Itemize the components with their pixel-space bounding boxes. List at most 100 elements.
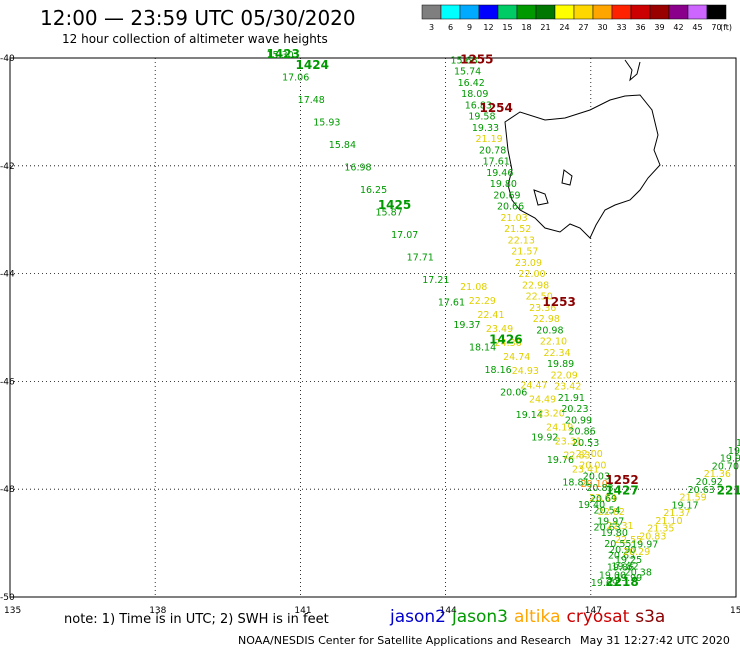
legend-label: 12 bbox=[483, 23, 493, 32]
x-tick-label: 147 bbox=[585, 606, 602, 616]
swh-value: 17.06 bbox=[282, 72, 309, 83]
swh-value: 17.07 bbox=[391, 230, 418, 241]
footer-credit: NOAA/NESDIS Center for Satellite Applica… bbox=[238, 634, 572, 647]
swh-value: 19.37 bbox=[453, 320, 480, 331]
swh-value: 17.48 bbox=[298, 95, 325, 106]
swh-value: 19.17 bbox=[671, 500, 698, 511]
swh-value: 23.64 bbox=[589, 493, 616, 504]
swh-value: 19.99 bbox=[615, 573, 642, 584]
swh-value: 22.09 bbox=[551, 370, 578, 381]
legend-label: 9 bbox=[467, 23, 472, 32]
swh-value: 17.61 bbox=[438, 297, 465, 308]
swh-value: 22.98 bbox=[533, 314, 560, 325]
swh-value: 24.93 bbox=[512, 366, 539, 377]
swh-value: 21.91 bbox=[558, 393, 585, 404]
x-tick-label: 144 bbox=[440, 606, 457, 616]
swh-value: 20.38 bbox=[625, 567, 652, 578]
legend-swatch bbox=[687, 4, 708, 20]
swh-value: 21.03 bbox=[501, 213, 528, 224]
swh-value: 20.03 bbox=[583, 472, 610, 483]
legend-swatch bbox=[668, 4, 689, 20]
x-tick-label: 141 bbox=[294, 606, 311, 616]
swh-value: 22.31 bbox=[606, 521, 633, 532]
swh-value: 20.06 bbox=[500, 387, 527, 398]
sat-jason3: jason3 bbox=[452, 607, 508, 627]
sat-altika: altika bbox=[514, 607, 561, 627]
legend-swatch bbox=[478, 4, 499, 20]
swh-value: 19.58 bbox=[468, 112, 495, 123]
lake-outline bbox=[561, 169, 573, 186]
swh-value: 21.57 bbox=[511, 247, 538, 258]
swh-value: 19.86 bbox=[607, 563, 634, 574]
swh-value: 22.82 bbox=[598, 507, 625, 518]
swh-value: 19.33 bbox=[472, 123, 499, 134]
swh-value: 17.21 bbox=[422, 275, 449, 286]
swh-value: 16.25 bbox=[360, 185, 387, 196]
swh-value: 22.10 bbox=[540, 337, 567, 348]
legend-label: 27 bbox=[578, 23, 588, 32]
swh-value: 19.80 bbox=[490, 179, 517, 190]
swh-value: 23.09 bbox=[515, 258, 542, 269]
swh-value: 20.53 bbox=[572, 438, 599, 449]
swh-value: 20.54 bbox=[594, 505, 621, 516]
legend-label: 15 bbox=[502, 23, 512, 32]
y-tick-label: -48 bbox=[0, 485, 15, 495]
map-frame bbox=[9, 57, 737, 598]
legend-swatch bbox=[573, 4, 594, 20]
lake-outline bbox=[533, 189, 549, 206]
legend-label: 21 bbox=[540, 23, 550, 32]
swh-value: 23.31 bbox=[555, 437, 582, 448]
swh-value: 20.63 bbox=[608, 550, 635, 561]
swh-value: 22.00 bbox=[518, 269, 545, 280]
pass-label: 1423 bbox=[267, 47, 300, 61]
swh-value: 20.98 bbox=[536, 325, 563, 336]
flinders-island-outline bbox=[624, 59, 641, 82]
satellite-legend: jason2 jason3 altika cryosat s3a bbox=[390, 607, 671, 627]
swh-value: 22.00 bbox=[576, 449, 603, 460]
legend-swatch bbox=[554, 4, 575, 20]
swh-value: 16.98 bbox=[344, 162, 371, 173]
swh-value: 24.47 bbox=[520, 380, 547, 391]
x-tick-label: 135 bbox=[4, 606, 21, 616]
swh-value: 29.10 bbox=[581, 479, 608, 490]
legend-label: 45 bbox=[692, 23, 702, 32]
swh-value: 19.82 bbox=[611, 562, 638, 573]
swh-value: 19.46 bbox=[486, 168, 513, 179]
swh-value: 19.92 bbox=[531, 432, 558, 443]
swh-value: 24.19 bbox=[546, 423, 573, 434]
pass-label: 2218 bbox=[605, 575, 638, 589]
swh-value: 19.76 bbox=[547, 455, 574, 466]
swh-value: 19.90 bbox=[720, 454, 740, 465]
sat-s3a: s3a bbox=[635, 607, 666, 627]
swh-value: 24.74 bbox=[503, 352, 530, 363]
swh-value: 20.23 bbox=[561, 404, 588, 415]
swh-value: 16.83 bbox=[465, 100, 492, 111]
legend-label: 33 bbox=[616, 23, 626, 32]
swh-value: 19.69 bbox=[591, 578, 618, 589]
y-tick-label: -42 bbox=[0, 162, 15, 172]
swh-value: 24.49 bbox=[529, 394, 556, 405]
swh-value: 15.84 bbox=[329, 140, 356, 151]
swh-value: 20.55 bbox=[604, 539, 631, 550]
swh-value: 15.68 bbox=[450, 55, 477, 66]
swh-value: 22.41 bbox=[477, 310, 504, 321]
pass-label: 1427 bbox=[605, 484, 638, 498]
x-tick-label: 150 bbox=[730, 606, 740, 616]
swh-value: 17.61 bbox=[483, 157, 510, 168]
swh-value: 20.86 bbox=[568, 427, 595, 438]
swh-value: 18.14 bbox=[469, 342, 496, 353]
legend-label: 30 bbox=[597, 23, 607, 32]
swh-value: 19.97 bbox=[631, 539, 658, 550]
swh-value: 24.36 bbox=[495, 338, 522, 349]
swh-value: 21.37 bbox=[663, 508, 690, 519]
swh-value: 23.20 bbox=[538, 408, 565, 419]
sat-cryosat: cryosat bbox=[566, 607, 630, 627]
swh-value: 19.14 bbox=[516, 410, 543, 421]
swh-value: 23.49 bbox=[486, 324, 513, 335]
page-title: 12:00 — 23:59 UTC 05/30/2020 bbox=[40, 6, 356, 30]
legend-swatch bbox=[630, 4, 651, 20]
swh-value: 19.89 bbox=[547, 359, 574, 370]
legend-swatch bbox=[440, 4, 461, 20]
pass-label: 1253 bbox=[542, 295, 575, 309]
note-text: note: 1) Time is in UTC; 2) SWH is in fe… bbox=[64, 612, 329, 627]
